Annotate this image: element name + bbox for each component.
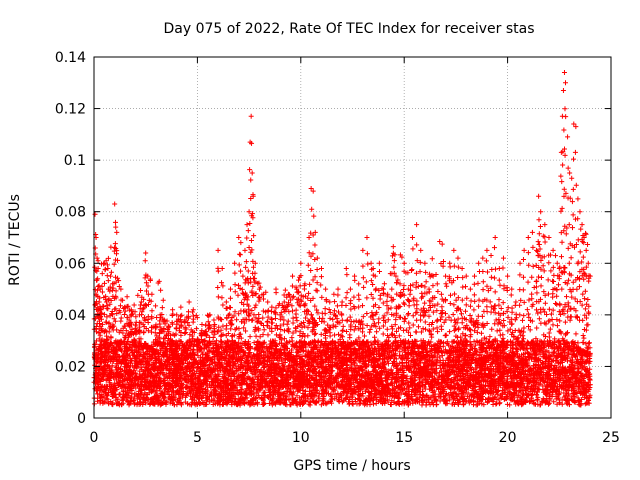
data-point xyxy=(156,374,162,380)
chart-title: Day 075 of 2022, Rate Of TEC Index for r… xyxy=(163,21,534,37)
data-point xyxy=(252,305,258,311)
data-point xyxy=(294,393,300,399)
data-point xyxy=(406,303,412,309)
data-point xyxy=(478,330,484,336)
data-point xyxy=(289,308,295,314)
data-point xyxy=(281,292,287,298)
data-point xyxy=(582,401,588,407)
data-point xyxy=(474,329,480,335)
data-point xyxy=(536,241,542,247)
data-point xyxy=(384,310,390,316)
scatter-points xyxy=(91,69,593,408)
data-point xyxy=(140,306,146,312)
data-point xyxy=(255,318,261,324)
data-point xyxy=(194,315,200,321)
data-point xyxy=(265,394,271,400)
data-point xyxy=(566,260,572,266)
data-point xyxy=(108,269,114,275)
data-point xyxy=(504,401,510,407)
data-point xyxy=(131,302,137,308)
data-point xyxy=(542,300,548,306)
data-point xyxy=(105,278,111,284)
data-point xyxy=(507,402,513,408)
data-point xyxy=(414,298,420,304)
data-point xyxy=(581,335,587,341)
data-point xyxy=(548,311,554,317)
data-point xyxy=(105,255,111,261)
data-point xyxy=(553,253,558,259)
data-point xyxy=(547,326,553,332)
data-point xyxy=(389,253,395,259)
data-point xyxy=(487,334,493,340)
data-point xyxy=(159,305,165,311)
data-point xyxy=(561,311,567,317)
data-point xyxy=(544,312,550,318)
data-point xyxy=(562,319,568,325)
data-point xyxy=(421,305,427,311)
data-point xyxy=(361,333,367,339)
data-point xyxy=(158,287,164,293)
data-point xyxy=(210,346,216,352)
data-point xyxy=(444,283,450,289)
data-point xyxy=(459,320,465,326)
data-point xyxy=(195,353,201,359)
data-point xyxy=(138,299,144,305)
data-point xyxy=(329,400,335,406)
data-point xyxy=(294,318,300,324)
data-point xyxy=(538,306,544,312)
data-point xyxy=(372,339,378,345)
data-point xyxy=(160,297,166,303)
data-point xyxy=(247,334,253,340)
data-point xyxy=(138,288,144,294)
data-point xyxy=(205,319,211,325)
data-point xyxy=(359,391,365,397)
data-point xyxy=(541,289,547,295)
data-point xyxy=(538,274,544,280)
data-point xyxy=(464,322,470,328)
data-point xyxy=(529,296,535,302)
data-point xyxy=(402,301,408,307)
data-point xyxy=(96,283,102,289)
data-point xyxy=(586,340,592,346)
data-point xyxy=(568,255,574,261)
data-point xyxy=(390,326,396,332)
data-point xyxy=(254,319,260,325)
data-point xyxy=(429,256,435,262)
data-point xyxy=(580,340,586,346)
data-point xyxy=(411,302,417,308)
data-point xyxy=(407,291,413,297)
data-point xyxy=(536,231,542,237)
data-point xyxy=(538,258,544,264)
data-point xyxy=(542,239,548,245)
data-point xyxy=(485,288,491,294)
data-point xyxy=(153,303,159,309)
data-point xyxy=(390,244,396,250)
data-point xyxy=(419,402,425,408)
data-point xyxy=(437,239,443,245)
data-point xyxy=(352,324,358,330)
data-point xyxy=(433,272,439,278)
data-point xyxy=(428,332,434,338)
data-point xyxy=(330,316,336,322)
data-point xyxy=(250,283,256,289)
data-point xyxy=(494,328,500,334)
grid-lines xyxy=(94,57,611,418)
data-point xyxy=(138,302,144,308)
data-point xyxy=(413,310,419,316)
